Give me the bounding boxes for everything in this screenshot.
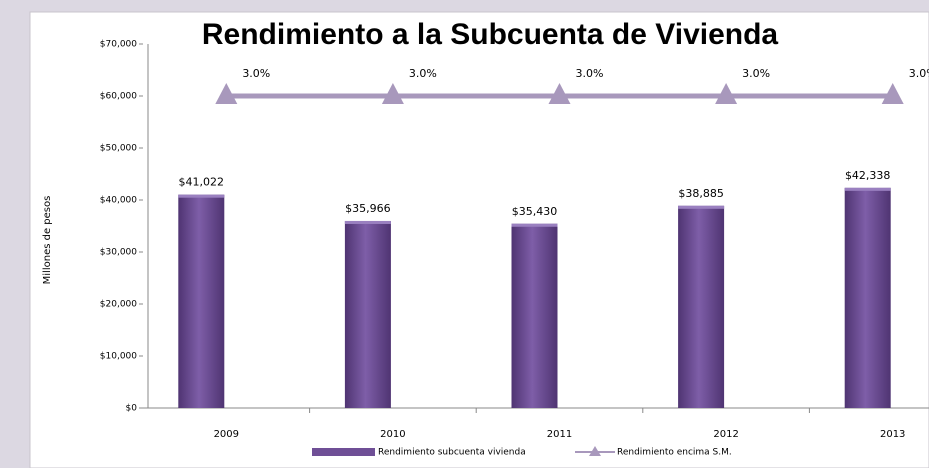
- bar-cap: [178, 194, 225, 198]
- x-tick-label: 2009: [214, 429, 239, 440]
- marker: [548, 83, 571, 104]
- y-tick-label: $70,000: [100, 40, 137, 50]
- data-label: 3.0%: [409, 67, 437, 80]
- legend-label: Rendimiento subcuenta vivienda: [378, 448, 526, 458]
- y-tick-label: $0: [126, 404, 138, 414]
- x-tick-label: 2011: [547, 429, 572, 440]
- bar-cap: [844, 187, 891, 191]
- data-label: 3.0%: [576, 67, 604, 80]
- marker: [715, 83, 738, 104]
- bar: [511, 223, 558, 408]
- y-tick-label: $50,000: [100, 144, 137, 154]
- marker: [881, 83, 904, 104]
- data-label: 3.0%: [242, 67, 270, 80]
- y-tick-label: $60,000: [100, 92, 137, 102]
- data-label: $35,430: [512, 205, 558, 218]
- y-tick-label: $10,000: [100, 352, 137, 362]
- bar: [178, 194, 225, 408]
- x-tick-label: 2012: [713, 429, 738, 440]
- y-tick-label: $40,000: [100, 196, 137, 206]
- data-label: $35,966: [345, 202, 391, 215]
- marker: [381, 83, 404, 104]
- legend-marker: [589, 446, 601, 456]
- bar: [678, 205, 725, 408]
- x-tick-label: 2010: [380, 429, 405, 440]
- data-label: $42,338: [845, 169, 891, 182]
- y-tick-label: $30,000: [100, 248, 137, 258]
- legend-label: Rendimiento encima S.M.: [617, 448, 732, 458]
- chart-title: Rendimiento a la Subcuenta de Vivienda: [202, 18, 779, 51]
- y-tick-label: $20,000: [100, 300, 137, 310]
- bar: [344, 220, 391, 408]
- bar-cap: [511, 223, 558, 227]
- chart-area: [29, 11, 929, 468]
- data-label: $38,885: [678, 187, 724, 200]
- data-label: 3.0%: [742, 67, 770, 80]
- data-label: 3.0%: [909, 67, 929, 80]
- bar-cap: [344, 220, 391, 224]
- x-tick-label: 2013: [880, 429, 905, 440]
- y-axis-title: Millones de pesos: [42, 196, 53, 285]
- data-label: $41,022: [179, 176, 225, 189]
- legend-swatch: [312, 448, 375, 456]
- bar-cap: [678, 205, 725, 209]
- marker: [215, 83, 238, 104]
- bar: [844, 187, 891, 408]
